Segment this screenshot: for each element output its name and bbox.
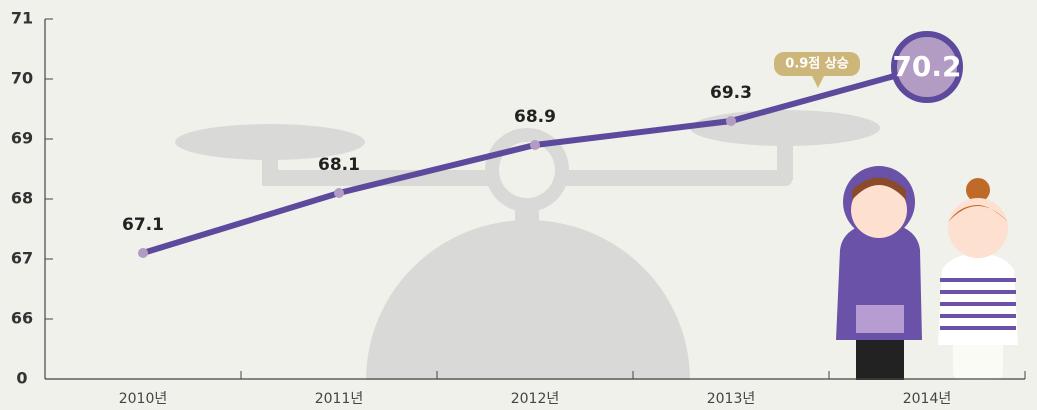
value-label: 67.1 (122, 215, 164, 235)
chart: 0.9점 상승 0 66 67 68 69 70 71 2010년 2011년 2012년 2013… (0, 0, 1037, 410)
value-label: 68.9 (514, 107, 556, 127)
value-label: 68.1 (318, 155, 360, 175)
x-tick-label: 2012년 (511, 391, 560, 407)
value-label: 69.3 (710, 83, 752, 103)
x-tick-label: 2014년 (903, 391, 952, 407)
x-tick-label: 2010년 (119, 391, 168, 407)
marker (334, 188, 344, 198)
value-label: 70.2 (892, 50, 961, 83)
y-tick-label: 69 (11, 129, 33, 148)
y-tick-label: 0 (16, 369, 27, 388)
y-tick-label: 67 (11, 249, 33, 268)
background-illustration (175, 110, 880, 380)
marker (530, 140, 540, 150)
y-tick-label: 71 (11, 9, 33, 28)
y-tick-label: 70 (11, 69, 33, 88)
marker (726, 116, 736, 126)
annotation: 0.9점 상승 (785, 57, 848, 72)
marker (138, 248, 148, 258)
y-tick-label: 68 (11, 189, 33, 208)
x-tick-label: 2011년 (315, 391, 364, 407)
people-illustration (836, 166, 1018, 380)
x-tick-label: 2013년 (707, 391, 756, 407)
annotation-callout: 0.9점 상승 (774, 52, 860, 88)
y-tick-label: 66 (11, 309, 33, 328)
